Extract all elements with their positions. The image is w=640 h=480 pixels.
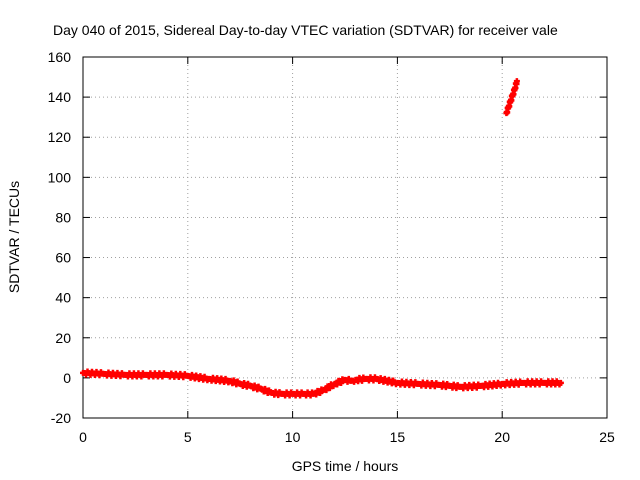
x-axis-label: GPS time / hours [292,458,399,474]
y-tick-label: 40 [55,290,71,306]
y-tick-label: 100 [48,169,72,185]
data-point [557,379,564,386]
y-tick-label: 80 [55,209,71,225]
grid-lines [83,57,607,418]
x-tick-label: 20 [494,429,510,445]
series-sdtvar [80,368,564,399]
y-tick-label: 160 [48,49,72,65]
y-tick-label: 120 [48,129,72,145]
y-tick-label: -20 [51,410,71,426]
y-tick-label: 140 [48,89,72,105]
x-tick-label: 25 [599,429,615,445]
axis-ticks: 0 5 10 15 20 25 -20 0 20 40 60 80 100 120 140 160 [48,49,615,445]
y-tick-label: 0 [63,370,71,386]
x-tick-label: 10 [285,429,301,445]
plot-frame [82,56,608,419]
x-tick-label: 5 [184,429,192,445]
y-tick-label: 20 [55,330,71,346]
series-sdtvar-jump [503,78,520,117]
chart-title: Day 040 of 2015, Sidereal Day-to-day VTE… [53,22,558,38]
x-tick-label: 0 [79,429,87,445]
data-point [513,78,520,85]
y-axis-label: SDTVAR / TECUs [6,181,22,293]
y-tick-label: 60 [55,250,71,266]
data-points [80,78,564,399]
x-tick-label: 15 [390,429,406,445]
